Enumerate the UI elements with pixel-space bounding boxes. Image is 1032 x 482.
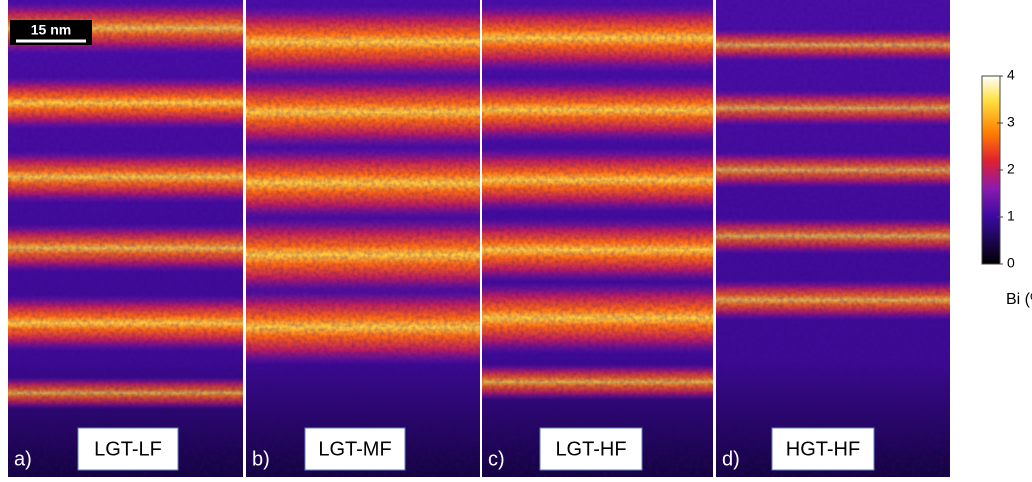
panel: c) LGT-HF (482, 0, 713, 477)
panel-letter: b) (252, 448, 270, 470)
panel-name-box (304, 427, 406, 471)
panel-letter: d) (722, 448, 740, 470)
colorbar-tick-label: 0 (1007, 255, 1015, 271)
colorbar-tick-label: 4 (1007, 67, 1015, 83)
colorbar-label: Bi (%) (1006, 291, 1032, 308)
panel-name: LGT-LF (94, 438, 162, 460)
panel-name-box (539, 427, 643, 471)
panel-name: LGT-MF (318, 438, 391, 460)
colorbar-tick-label: 2 (1007, 161, 1015, 177)
colorbar: Bi (%) 0 1 2 3 4 (981, 67, 1032, 308)
panel-name-box (77, 427, 179, 471)
panels: a) LGT-LF b) LGT-MF c) LGT-HF d) HGT-HF (8, 0, 950, 477)
panel: b) LGT-MF (246, 0, 480, 477)
panel-texture (8, 0, 243, 477)
panel-name: LGT-HF (555, 438, 626, 460)
panel-texture (246, 0, 480, 477)
colorbar-tick-label: 1 (1007, 208, 1015, 224)
scale-bar: 15 nm (10, 20, 92, 45)
scale-bar-label: 15 nm (31, 22, 71, 38)
panel: a) LGT-LF (8, 0, 243, 477)
panel: d) HGT-HF (716, 0, 950, 477)
panel-texture (716, 0, 950, 477)
panel-name: HGT-HF (786, 438, 860, 460)
panel-letter: a) (14, 448, 32, 470)
panel-name-box (771, 427, 875, 471)
panel-letter: c) (488, 448, 505, 470)
panel-texture (482, 0, 713, 477)
colorbar-tick-label: 3 (1007, 114, 1015, 130)
